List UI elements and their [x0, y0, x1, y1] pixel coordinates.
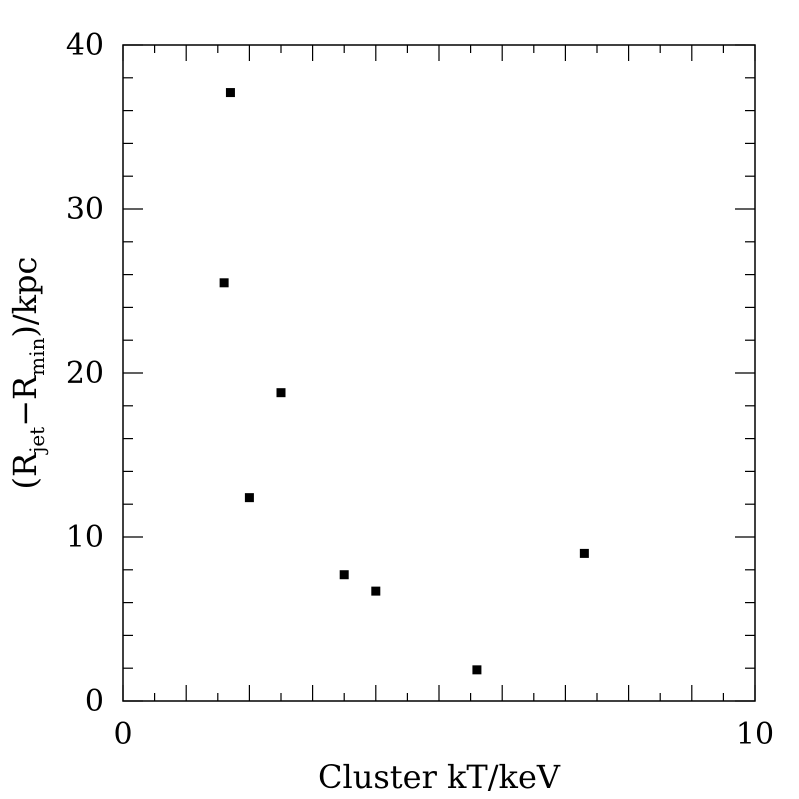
data-point — [244, 493, 254, 503]
x-tick-label: 10 — [736, 717, 774, 752]
y-tick-label: 0 — [85, 684, 104, 719]
data-point — [472, 665, 482, 675]
plot-frame — [122, 44, 756, 702]
data-point — [371, 586, 381, 596]
y-tick-label: 10 — [66, 520, 104, 555]
axis-ticks — [122, 44, 756, 702]
y-tick-label: 30 — [66, 192, 104, 227]
y-axis-title-open: (R — [6, 452, 44, 489]
data-points — [219, 88, 589, 675]
data-point — [225, 88, 235, 98]
data-point — [579, 548, 589, 558]
y-axis-title-close: )/kpc — [6, 257, 44, 338]
y-axis-title: (Rjet−Rmin)/kpc — [6, 257, 49, 490]
data-point — [276, 388, 286, 398]
x-axis-title: Cluster kT/keV — [318, 758, 561, 796]
tick-labels: 0 10 0 10 20 30 40 — [66, 28, 774, 752]
y-axis-title-minus: −R — [6, 375, 44, 427]
x-tick-label: 0 — [113, 717, 132, 752]
y-axis-title-sub-jet: jet — [25, 427, 49, 455]
y-tick-label: 40 — [66, 28, 104, 63]
data-point — [339, 570, 349, 580]
y-tick-label: 20 — [66, 356, 104, 391]
data-point — [219, 278, 229, 288]
y-axis-title-sub-min: min — [25, 338, 49, 376]
